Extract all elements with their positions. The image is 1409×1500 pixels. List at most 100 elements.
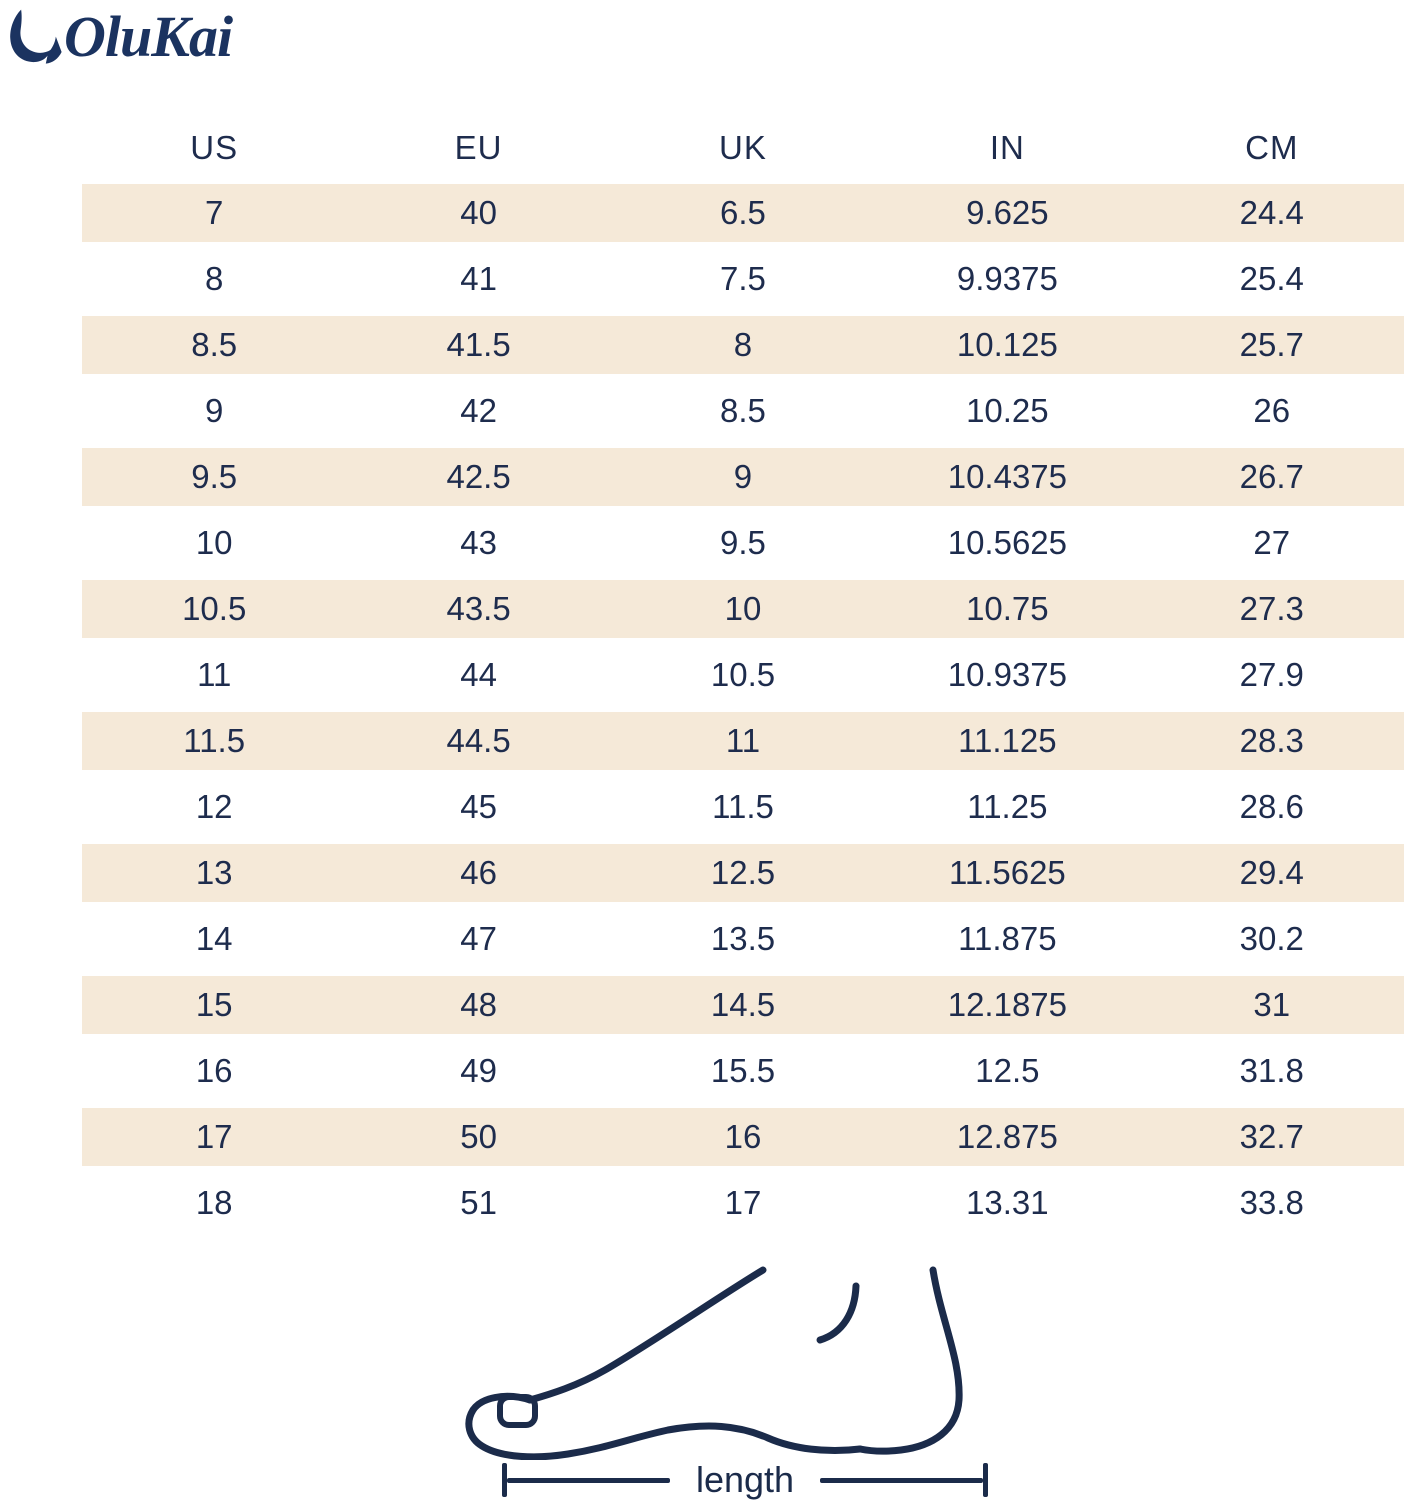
table-cell: 33.8 bbox=[1239, 1184, 1304, 1221]
fishhook-icon bbox=[10, 9, 62, 64]
table-cell: 29.4 bbox=[1139, 840, 1404, 906]
column-header-us: US bbox=[190, 129, 239, 166]
dimension-right-tick bbox=[983, 1463, 988, 1497]
table-cell: 9.5 bbox=[720, 524, 766, 561]
table-cell: 8 bbox=[610, 312, 876, 378]
table-cell: 10.75 bbox=[875, 576, 1140, 642]
dimension-left-segment bbox=[507, 1477, 670, 1483]
table-cell: 31 bbox=[1139, 972, 1404, 1038]
table-cell: 10.25 bbox=[966, 392, 1049, 429]
length-dimension-line: length bbox=[502, 1459, 988, 1500]
table-cell: 10.125 bbox=[875, 312, 1140, 378]
table-cell: 12 bbox=[195, 788, 233, 825]
table-cell: 14 bbox=[195, 920, 233, 957]
table-cell: 10.9375 bbox=[947, 656, 1068, 693]
table-cell: 8 bbox=[205, 260, 224, 297]
table-cell: 41 bbox=[460, 260, 497, 297]
table-row: 12 45 11.5 11.25 28.6 bbox=[82, 774, 1404, 840]
table-cell: 10.5 bbox=[710, 656, 776, 693]
table-cell: 13.5 bbox=[710, 920, 776, 957]
table-cell: 41.5 bbox=[346, 312, 611, 378]
toe-and-sole-line bbox=[465, 1392, 864, 1460]
table-cell: 50 bbox=[346, 1104, 611, 1170]
table-cell: 9 bbox=[205, 392, 224, 429]
table-row: 8 41 7.5 9.9375 25.4 bbox=[82, 246, 1404, 312]
table-row: 10.5 43.5 10 10.75 27.3 bbox=[82, 576, 1404, 642]
table-cell: 28.3 bbox=[1139, 708, 1404, 774]
dimension-left-tick bbox=[502, 1463, 507, 1497]
table-cell: 11.5625 bbox=[875, 840, 1140, 906]
table-cell: 17 bbox=[82, 1104, 347, 1170]
table-cell: 26 bbox=[1253, 392, 1291, 429]
table-cell: 11.875 bbox=[958, 920, 1057, 957]
heel-outline-line bbox=[856, 1266, 963, 1455]
column-header-eu: EU bbox=[454, 129, 503, 166]
table-header: US EU UK IN CM bbox=[82, 116, 1404, 180]
table-cell: 11.5 bbox=[82, 708, 347, 774]
table-cell: 27 bbox=[1253, 524, 1291, 561]
table-cell: 9.5 bbox=[82, 444, 347, 510]
table-cell: 16 bbox=[195, 1052, 233, 1089]
table-cell: 25.7 bbox=[1139, 312, 1404, 378]
table-cell: 28.6 bbox=[1239, 788, 1304, 825]
table-row: 10 43 9.5 10.5625 27 bbox=[82, 510, 1404, 576]
table-cell: 7.5 bbox=[720, 260, 766, 297]
table-cell: 24.4 bbox=[1139, 180, 1404, 246]
brand-name: OluKai bbox=[64, 4, 233, 69]
table-cell: 30.2 bbox=[1239, 920, 1304, 957]
table-header-row: US EU UK IN CM bbox=[82, 116, 1404, 180]
table-row: 17 50 16 12.875 32.7 bbox=[82, 1104, 1404, 1170]
table-cell: 7 bbox=[82, 180, 347, 246]
column-header-in: IN bbox=[989, 129, 1025, 166]
table-cell: 27.3 bbox=[1139, 576, 1404, 642]
table-cell: 48 bbox=[346, 972, 611, 1038]
table-cell: 16 bbox=[610, 1104, 876, 1170]
table-cell: 51 bbox=[460, 1184, 497, 1221]
table-cell: 9 bbox=[610, 444, 876, 510]
table-cell: 43 bbox=[460, 524, 497, 561]
table-cell: 12.5 bbox=[610, 840, 876, 906]
size-chart-table: US EU UK IN CM 7 40 6.5 9.625 24.4 8 41 7.5 9.9375 25… bbox=[82, 116, 1404, 1236]
table-row: 9 42 8.5 10.25 26 bbox=[82, 378, 1404, 444]
table-cell: 13.31 bbox=[966, 1184, 1049, 1221]
table-cell: 40 bbox=[346, 180, 611, 246]
table-cell: 17 bbox=[724, 1184, 762, 1221]
table-cell: 14.5 bbox=[610, 972, 876, 1038]
foot-instep-line bbox=[526, 1266, 767, 1404]
table-row: 7 40 6.5 9.625 24.4 bbox=[82, 180, 1404, 246]
toenail-outline bbox=[497, 1394, 538, 1428]
table-cell: 18 bbox=[195, 1184, 233, 1221]
table-cell: 27.9 bbox=[1239, 656, 1304, 693]
table-cell: 11.5 bbox=[712, 788, 774, 825]
table-cell: 11.125 bbox=[875, 708, 1140, 774]
table-row: 11.5 44.5 11 11.125 28.3 bbox=[82, 708, 1404, 774]
ankle-crease-line bbox=[816, 1282, 860, 1344]
table-cell: 12.875 bbox=[875, 1104, 1140, 1170]
table-cell: 11 bbox=[197, 656, 232, 693]
table-cell: 8.5 bbox=[720, 392, 766, 429]
table-cell: 11 bbox=[610, 708, 876, 774]
table-row: 11 44 10.5 10.9375 27.9 bbox=[82, 642, 1404, 708]
table-cell: 6.5 bbox=[610, 180, 876, 246]
table-row: 18 51 17 13.31 33.8 bbox=[82, 1170, 1404, 1236]
table-cell: 10 bbox=[610, 576, 876, 642]
table-cell: 44 bbox=[460, 656, 497, 693]
table-row: 9.5 42.5 9 10.4375 26.7 bbox=[82, 444, 1404, 510]
table-cell: 43.5 bbox=[346, 576, 611, 642]
table-cell: 12.5 bbox=[975, 1052, 1040, 1089]
table-cell: 45 bbox=[460, 788, 497, 825]
table-cell: 31.8 bbox=[1239, 1052, 1304, 1089]
table-row: 8.5 41.5 8 10.125 25.7 bbox=[82, 312, 1404, 378]
table-cell: 10 bbox=[195, 524, 233, 561]
length-label: length bbox=[695, 1459, 795, 1500]
table-cell: 42.5 bbox=[346, 444, 611, 510]
table-cell: 46 bbox=[346, 840, 611, 906]
table-cell: 10.4375 bbox=[875, 444, 1140, 510]
olukai-logo: OluKai bbox=[8, 4, 233, 70]
table-cell: 42 bbox=[460, 392, 497, 429]
table-body: 7 40 6.5 9.625 24.4 8 41 7.5 9.9375 25.4 8.5 41.5 8 1… bbox=[82, 180, 1404, 1236]
table-cell: 8.5 bbox=[82, 312, 347, 378]
column-header-cm: CM bbox=[1245, 129, 1299, 166]
column-header-uk: UK bbox=[719, 129, 767, 166]
